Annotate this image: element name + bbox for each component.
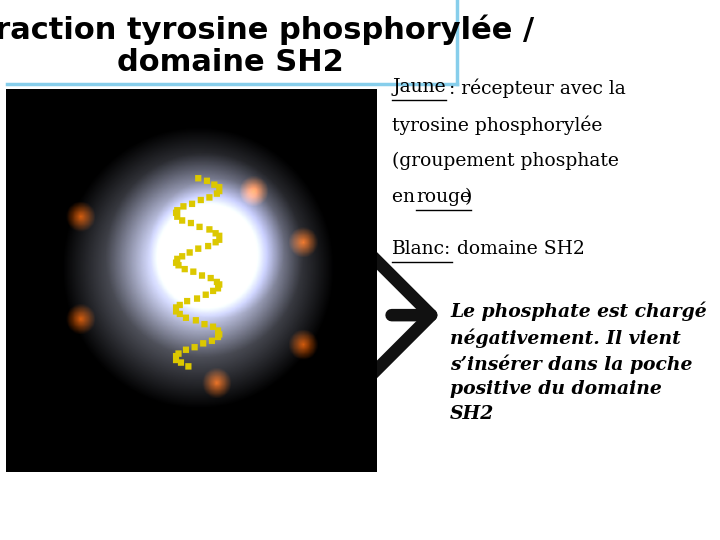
Text: (groupement phosphate: (groupement phosphate <box>392 152 619 170</box>
Text: : récepteur avec la: : récepteur avec la <box>449 78 625 98</box>
Text: domaine SH2: domaine SH2 <box>117 48 343 77</box>
FancyArrowPatch shape <box>306 190 431 440</box>
Text: ): ) <box>465 188 472 206</box>
Text: rouge: rouge <box>416 188 471 206</box>
Text: Interaction tyrosine phosphorylée /: Interaction tyrosine phosphorylée / <box>0 15 534 45</box>
Text: Blanc:: Blanc: <box>392 240 451 258</box>
Text: en: en <box>392 188 421 206</box>
Text: Jaune: Jaune <box>392 78 446 96</box>
Text: domaine SH2: domaine SH2 <box>457 240 585 258</box>
Text: tyrosine phosphorylée: tyrosine phosphorylée <box>392 115 603 134</box>
Text: Le phosphate est chargé
négativement. Il vient
s’insérer dans la poche
positive : Le phosphate est chargé négativement. Il… <box>450 302 706 423</box>
